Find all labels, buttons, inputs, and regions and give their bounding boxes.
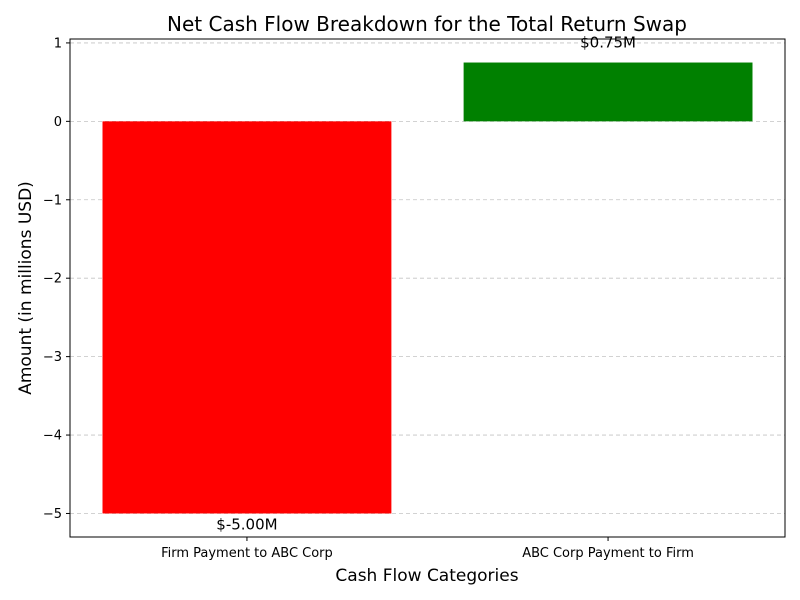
y-tick-label: 1 [54, 36, 62, 51]
y-tick-label: 0 [54, 115, 62, 130]
chart-title: Net Cash Flow Breakdown for the Total Re… [167, 12, 687, 36]
bars [102, 62, 753, 514]
data-labels: $-5.00M $0.75M [216, 34, 636, 534]
data-label: $0.75M [580, 34, 636, 52]
plot-frame [69, 38, 786, 538]
x-axis-ticks: Firm Payment to ABC Corp ABC Corp Payment… [161, 537, 694, 561]
x-tick-label: ABC Corp Payment to Firm [522, 546, 694, 561]
y-tick-label: −4 [43, 429, 62, 444]
y-tick-label: −2 [43, 272, 62, 287]
bar [463, 62, 753, 122]
x-axis-label: Cash Flow Categories [335, 566, 518, 586]
x-tick-label: Firm Payment to ABC Corp [161, 546, 333, 561]
y-tick-label: −5 [43, 507, 62, 522]
bar [102, 121, 392, 514]
y-tick-label: −1 [43, 193, 62, 208]
y-axis-ticks: −5 −4 −3 −2 −1 0 1 [43, 36, 70, 522]
y-axis-label: Amount (in millions USD) [16, 181, 36, 395]
data-label: $-5.00M [216, 515, 277, 533]
y-tick-label: −3 [43, 350, 62, 365]
